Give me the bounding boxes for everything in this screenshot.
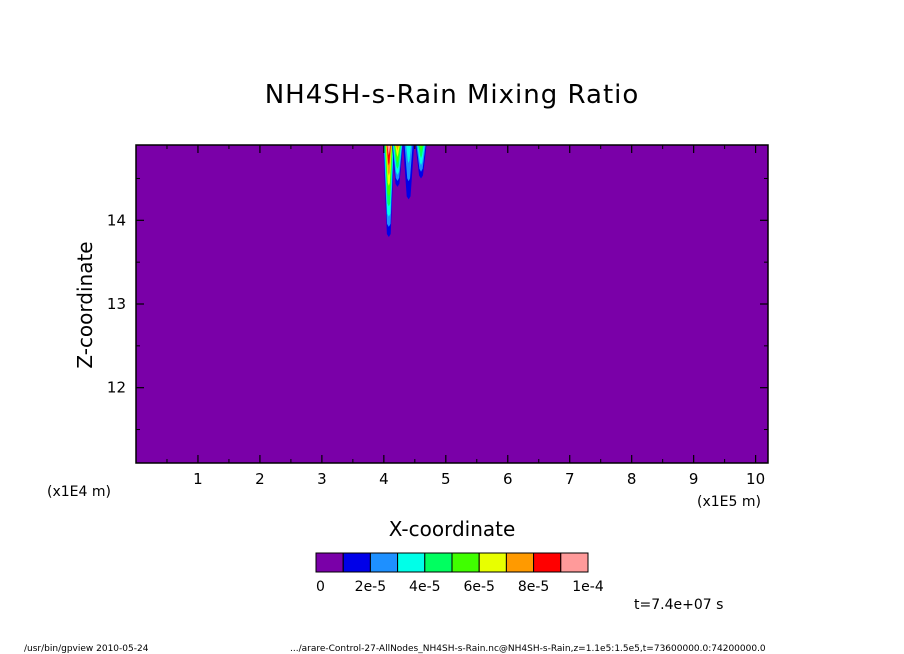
colorbar-label: 6e-5 [463, 579, 494, 595]
colorbar-swatch [533, 552, 562, 573]
x-tick-label: 3 [317, 470, 327, 488]
colorbar-label: 2e-5 [355, 579, 386, 595]
footer-left: /usr/bin/gpview 2010-05-24 [24, 644, 149, 654]
y-tick-label: 12 [107, 379, 126, 397]
plume-contour [387, 145, 391, 156]
x-tick-label: 2 [255, 470, 265, 488]
footer-right: .../arare-Control-27-AllNodes_NH4SH-s-Ra… [290, 644, 766, 654]
y-axis-label: Z-coordinate [73, 241, 97, 368]
colorbar [315, 552, 589, 573]
colorbar-swatch [397, 552, 426, 573]
y-axis-unit: (x1E4 m) [47, 484, 111, 500]
time-label: t=7.4e+07 s [634, 597, 723, 613]
x-tick-label: 4 [379, 470, 389, 488]
plume-layer [383, 145, 427, 238]
x-tick-label: 5 [441, 470, 451, 488]
colorbar-label: 1e-4 [572, 579, 604, 595]
axis-ticks [136, 145, 768, 463]
x-axis-label: X-coordinate [389, 517, 516, 541]
colorbar-swatch [342, 552, 371, 573]
x-axis-unit: (x1E5 m) [697, 494, 761, 510]
chart-title: NH4SH-s-Rain Mixing Ratio [265, 80, 640, 110]
colorbar-swatch [451, 552, 480, 573]
x-tick-label: 10 [746, 470, 765, 488]
colorbar-label: 4e-5 [409, 579, 440, 595]
x-tick-label: 6 [503, 470, 513, 488]
x-tick-label: 8 [627, 470, 637, 488]
y-tick-label: 13 [107, 295, 126, 313]
colorbar-swatch [478, 552, 507, 573]
plume-contour [419, 145, 423, 152]
colorbar-label: 0 [316, 579, 325, 595]
colorbar-swatch [505, 552, 535, 573]
colorbar-swatch [369, 552, 399, 573]
plot-background [136, 145, 768, 463]
x-tick-label: 1 [193, 470, 203, 488]
colorbar-swatch [424, 552, 453, 573]
y-tick-label: 14 [107, 211, 126, 229]
plume-contour [395, 145, 400, 157]
plume-contour [406, 145, 412, 164]
colorbar-labels: 0 2e-5 4e-5 6e-5 8e-5 1e-4 [316, 579, 604, 595]
x-tick-label: 7 [565, 470, 575, 488]
x-tick-label: 9 [689, 470, 699, 488]
colorbar-swatch [315, 552, 344, 573]
plume-contour [418, 145, 424, 159]
colorbar-swatch [560, 552, 589, 573]
plume-contour [395, 145, 400, 151]
colorbar-label: 8e-5 [518, 579, 549, 595]
